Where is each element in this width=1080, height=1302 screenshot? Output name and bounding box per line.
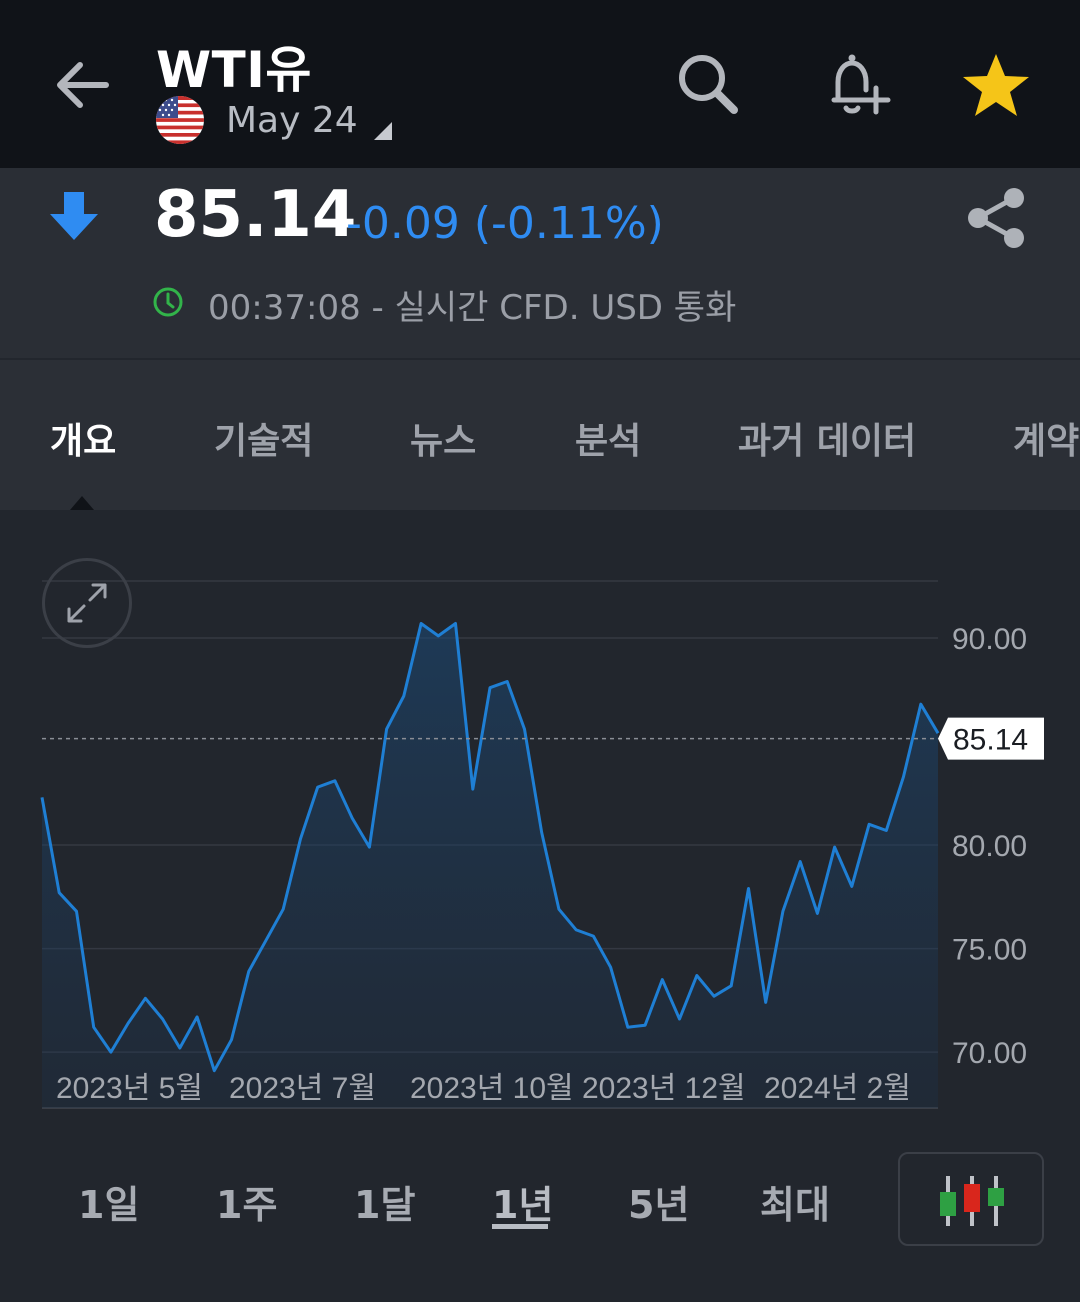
range-5y[interactable]: 5년 [628, 1183, 690, 1227]
share-icon [968, 188, 1024, 248]
range-1y[interactable]: 1년 [492, 1183, 554, 1227]
current-price-badge [938, 717, 1044, 760]
y-tick-label: 80.00 [952, 830, 1027, 863]
favorite-button[interactable] [958, 48, 1034, 124]
us-flag-icon [156, 96, 204, 144]
x-tick-label: 2023년 12월 [582, 1072, 746, 1105]
price-chart[interactable]: 90.00 80.00 75.00 70.00 85.14 2023년 5월 2023년 7… [0, 510, 1080, 1130]
candle-body [964, 1184, 980, 1212]
tab-analysis[interactable]: 분석 [575, 421, 642, 462]
x-tick-label: 2023년 7월 [229, 1072, 376, 1105]
current-price-label: 85.14 [953, 724, 1028, 757]
search-button[interactable] [670, 48, 746, 124]
x-tick-label: 2023년 10월 [410, 1072, 574, 1105]
series-line [40, 622, 940, 1073]
expand-chart-button[interactable] [42, 558, 132, 648]
price-chart-svg: 90.00 80.00 75.00 70.00 85.14 2023년 5월 2023년 7… [40, 580, 1044, 1109]
add-alert-button[interactable] [818, 48, 894, 124]
quote-status: 00:37:08 - 실시간 CFD. USD 통화 [208, 288, 737, 328]
back-arrow-icon [57, 62, 109, 108]
share-button[interactable] [964, 184, 1030, 250]
time-range-selector: 1일 1주 1달 1년 5년 최대 [0, 1140, 1080, 1260]
dropdown-caret-icon [373, 122, 392, 140]
search-icon [679, 55, 738, 114]
price-change: -0.09 (-0.11%) [346, 198, 664, 249]
active-tab-indicator [70, 496, 94, 510]
tab-technical[interactable]: 기술적 [214, 421, 314, 462]
tab-overview[interactable]: 개요 [50, 421, 117, 462]
contract-selector[interactable]: May 24 [156, 96, 392, 144]
range-1w[interactable]: 1주 [216, 1183, 278, 1227]
y-tick-label: 75.00 [952, 934, 1027, 967]
add-alert-icon [831, 54, 891, 115]
range-1d[interactable]: 1일 [78, 1183, 140, 1227]
x-tick-label: 2023년 5월 [56, 1072, 203, 1105]
series-area [42, 623, 938, 1108]
active-range-underline [492, 1224, 548, 1229]
back-button[interactable] [50, 52, 116, 118]
clock-icon [153, 287, 183, 317]
tab-historical-data[interactable]: 과거 데이터 [738, 421, 917, 462]
instrument-title: WTI유 [156, 41, 312, 99]
x-tick-label: 2024년 2월 [764, 1072, 911, 1105]
tab-news[interactable]: 뉴스 [410, 421, 477, 462]
star-icon [963, 54, 1029, 116]
last-price: 85.14 [154, 178, 357, 252]
contract-label: May 24 [226, 99, 358, 141]
candle-body [988, 1188, 1004, 1206]
range-1m[interactable]: 1달 [354, 1183, 416, 1227]
chart-type-button[interactable] [898, 1152, 1044, 1246]
y-tick-label: 90.00 [952, 623, 1027, 656]
tab-contract[interactable]: 계약 [1013, 421, 1080, 462]
candlestick-icon [940, 1176, 1004, 1226]
y-tick-label: 70.00 [952, 1037, 1027, 1070]
expand-icon [67, 583, 107, 623]
down-arrow-icon [50, 192, 98, 240]
top-app-bar: WTI유 [0, 0, 1080, 168]
section-tabs: 개요 기술적 뉴스 분석 과거 데이터 계약 [0, 360, 1080, 510]
range-max[interactable]: 최대 [760, 1183, 830, 1227]
quote-panel: 85.14 -0.09 (-0.11%) 00:37:08 - 실시간 CFD.… [0, 168, 1080, 358]
candle-body [940, 1192, 956, 1216]
